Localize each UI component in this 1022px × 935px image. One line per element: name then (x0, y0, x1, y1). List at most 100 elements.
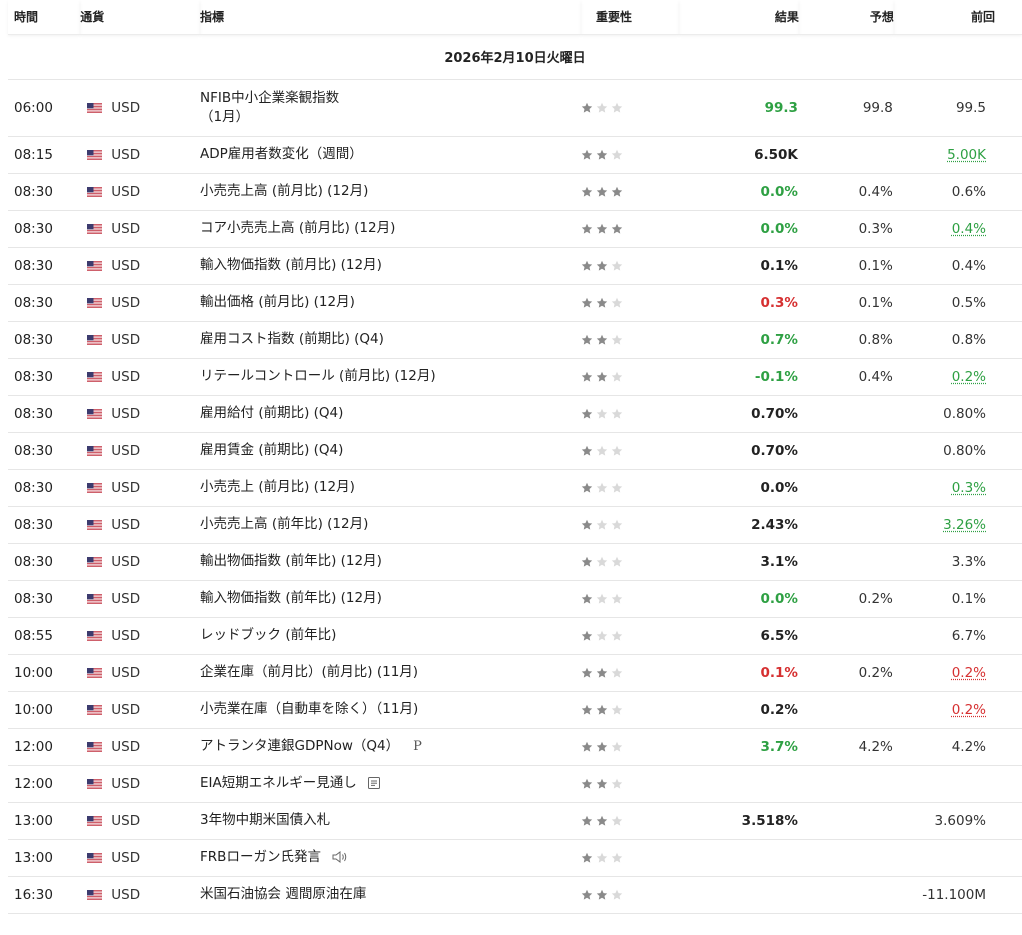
indicator-name[interactable]: 雇用賃金 (前期比) (Q4) (200, 442, 344, 458)
indicator-name[interactable]: レッドブック (前年比) (200, 627, 337, 643)
event-indicator[interactable]: 企業在庫（前月比）(前月比) (11月) (200, 654, 582, 692)
speaker-icon[interactable] (331, 850, 349, 865)
indicator-name[interactable]: 米国石油協会 週間原油在庫 (200, 886, 367, 902)
event-indicator[interactable]: 3年物中期米国債入札 (200, 802, 582, 840)
table-row[interactable]: 08:30 USD 輸出価格 (前月比) (12月) 0.3% 0.1% 0.5… (8, 284, 1022, 322)
header-indicator[interactable]: 指標 (200, 0, 582, 35)
importance-star (611, 408, 623, 419)
indicator-name[interactable]: 輸入物価指数 (前年比) (12月) (200, 590, 382, 606)
indicator-name[interactable]: 小売売上高 (前年比) (12月) (200, 516, 369, 532)
importance-stars (581, 889, 623, 901)
table-row[interactable]: 13:00 USD FRBローガン氏発言 (8, 839, 1022, 877)
previous-value[interactable]: 0.2% (951, 701, 986, 718)
indicator-name[interactable]: 小売売上高 (前月比) (12月) (200, 183, 369, 199)
indicator-name[interactable]: NFIB中小企業楽観指数 （1月） (200, 89, 340, 125)
event-indicator[interactable]: EIA短期エネルギー見通し (200, 765, 582, 803)
header-forecast[interactable]: 予想 (798, 0, 894, 35)
table-row[interactable]: 16:30 USD 米国石油協会 週間原油在庫 -11.100M (8, 876, 1022, 914)
table-row[interactable]: 08:30 USD 輸入物価指数 (前年比) (12月) 0.0% 0.2% 0… (8, 580, 1022, 618)
event-indicator[interactable]: リテールコントロール (前月比) (12月) (200, 358, 582, 396)
indicator-name[interactable]: 輸出物価指数 (前年比) (12月) (200, 553, 382, 569)
header-time[interactable]: 時間 (8, 0, 81, 35)
indicator-name[interactable]: アトランタ連銀GDPNow（Q4） (200, 738, 400, 754)
event-indicator[interactable]: FRBローガン氏発言 (200, 839, 582, 877)
event-indicator[interactable]: 輸入物価指数 (前年比) (12月) (200, 580, 582, 618)
previous-value[interactable]: 5.00K (947, 146, 986, 163)
table-row[interactable]: 12:00 USD EIA短期エネルギー見通し (8, 765, 1022, 803)
indicator-name[interactable]: コア小売売上高 (前月比) (12月) (200, 220, 396, 236)
importance-star (596, 186, 608, 197)
importance-star (596, 102, 608, 113)
table-row[interactable]: 08:30 USD 輸入物価指数 (前月比) (12月) 0.1% 0.1% 0… (8, 247, 1022, 285)
indicator-name[interactable]: 輸出価格 (前月比) (12月) (200, 294, 355, 310)
indicator-name[interactable]: FRBローガン氏発言 (200, 849, 321, 865)
previous-value[interactable]: 0.2% (951, 664, 986, 681)
previous-value: 0.1% (951, 590, 986, 607)
event-indicator[interactable]: 輸出価格 (前月比) (12月) (200, 284, 582, 322)
table-row[interactable]: 08:30 USD 雇用コスト指数 (前期比) (Q4) 0.7% 0.8% 0… (8, 321, 1022, 359)
importance-stars (581, 815, 623, 827)
indicator-name[interactable]: リテールコントロール (前月比) (12月) (200, 368, 436, 384)
table-row[interactable]: 08:30 USD 雇用賃金 (前期比) (Q4) 0.70% 0.80% (8, 432, 1022, 470)
event-indicator[interactable]: レッドブック (前年比) (200, 617, 582, 655)
event-forecast (798, 617, 894, 655)
event-indicator[interactable]: アトランタ連銀GDPNow（Q4） P (200, 728, 582, 766)
previous-value[interactable]: 0.2% (951, 368, 986, 385)
event-indicator[interactable]: 雇用賃金 (前期比) (Q4) (200, 432, 582, 470)
previous-value[interactable]: 3.26% (943, 516, 986, 533)
indicator-name[interactable]: 小売業在庫（自動車を除く）（11月) (200, 701, 419, 717)
table-row[interactable]: 08:30 USD 小売売上高 (前年比) (12月) 2.43% 3.26% (8, 506, 1022, 544)
table-row[interactable]: 08:55 USD レッドブック (前年比) 6.5% 6.7% (8, 617, 1022, 655)
indicator-name[interactable]: 輸入物価指数 (前月比) (12月) (200, 257, 382, 273)
table-body: 2026年2月10日火曜日 06:00 USD NFIB中小企業楽観指数 （1月… (8, 34, 1022, 914)
event-indicator[interactable]: 輸出物価指数 (前年比) (12月) (200, 543, 582, 581)
header-importance[interactable]: 重要性 (581, 0, 680, 35)
event-previous: 0.5% (893, 284, 1022, 322)
table-row[interactable]: 10:00 USD 企業在庫（前月比）(前月比) (11月) 0.1% 0.2%… (8, 654, 1022, 692)
event-indicator[interactable]: 雇用給付 (前期比) (Q4) (200, 395, 582, 433)
header-currency[interactable]: 通貨 (80, 0, 201, 35)
event-previous: 0.3% (893, 469, 1022, 507)
event-indicator[interactable]: 雇用コスト指数 (前期比) (Q4) (200, 321, 582, 359)
table-row[interactable]: 08:30 USD リテールコントロール (前月比) (12月) -0.1% 0… (8, 358, 1022, 396)
table-row[interactable]: 08:30 USD 雇用給付 (前期比) (Q4) 0.70% 0.80% (8, 395, 1022, 433)
event-indicator[interactable]: 小売売上高 (前月比) (12月) (200, 173, 582, 211)
indicator-name[interactable]: 雇用コスト指数 (前期比) (Q4) (200, 331, 384, 347)
table-row[interactable]: 13:00 USD 3年物中期米国債入札 3.518% 3.609% (8, 802, 1022, 840)
indicator-name[interactable]: 企業在庫（前月比）(前月比) (11月) (200, 664, 419, 680)
event-indicator[interactable]: 小売業在庫（自動車を除く）（11月) (200, 691, 582, 729)
event-indicator[interactable]: コア小売売上高 (前月比) (12月) (200, 210, 582, 248)
table-row[interactable]: 08:30 USD 輸出物価指数 (前年比) (12月) 3.1% 3.3% (8, 543, 1022, 581)
indicator-name[interactable]: 雇用給付 (前期比) (Q4) (200, 405, 344, 421)
indicator-name[interactable]: 小売売上 (前月比) (12月) (200, 479, 355, 495)
previous-value[interactable]: 0.4% (951, 220, 986, 237)
indicator-name[interactable]: ADP雇用者数変化（週間） (200, 146, 363, 162)
header-actual[interactable]: 結果 (679, 0, 799, 35)
event-indicator[interactable]: ADP雇用者数変化（週間） (200, 136, 582, 174)
table-row[interactable]: 08:15 USD ADP雇用者数変化（週間） 6.50K 5.00K (8, 136, 1022, 174)
header-previous[interactable]: 前回 (893, 0, 1022, 35)
table-row[interactable]: 08:30 USD 小売売上高 (前月比) (12月) 0.0% 0.4% 0.… (8, 173, 1022, 211)
document-icon[interactable] (367, 776, 381, 791)
event-indicator[interactable]: 米国石油協会 週間原油在庫 (200, 876, 582, 914)
table-row[interactable]: 10:00 USD 小売業在庫（自動車を除く）（11月) 0.2% 0.2% (8, 691, 1022, 729)
event-time: 08:55 (8, 617, 81, 655)
table-row[interactable]: 08:30 USD コア小売売上高 (前月比) (12月) 0.0% 0.3% … (8, 210, 1022, 248)
previous-value[interactable]: 0.3% (951, 479, 986, 496)
event-indicator[interactable]: NFIB中小企業楽観指数 （1月） (200, 79, 582, 137)
importance-star (611, 445, 623, 456)
event-forecast: 4.2% (798, 728, 894, 766)
importance-star (581, 371, 593, 382)
event-indicator[interactable]: 小売売上 (前月比) (12月) (200, 469, 582, 507)
event-currency: USD (80, 79, 201, 137)
event-actual: 0.70% (679, 432, 799, 470)
indicator-name[interactable]: 3年物中期米国債入札 (200, 812, 331, 828)
date-label: 2026年2月10日火曜日 (8, 34, 1022, 80)
event-indicator[interactable]: 小売売上高 (前年比) (12月) (200, 506, 582, 544)
table-row[interactable]: 06:00 USD NFIB中小企業楽観指数 （1月） 99.3 99.8 99… (8, 79, 1022, 137)
table-row[interactable]: 08:30 USD 小売売上 (前月比) (12月) 0.0% 0.3% (8, 469, 1022, 507)
event-time: 08:30 (8, 358, 81, 396)
indicator-name[interactable]: EIA短期エネルギー見通し (200, 775, 357, 791)
table-row[interactable]: 12:00 USD アトランタ連銀GDPNow（Q4） P 3.7% 4.2% 4… (8, 728, 1022, 766)
event-indicator[interactable]: 輸入物価指数 (前月比) (12月) (200, 247, 582, 285)
